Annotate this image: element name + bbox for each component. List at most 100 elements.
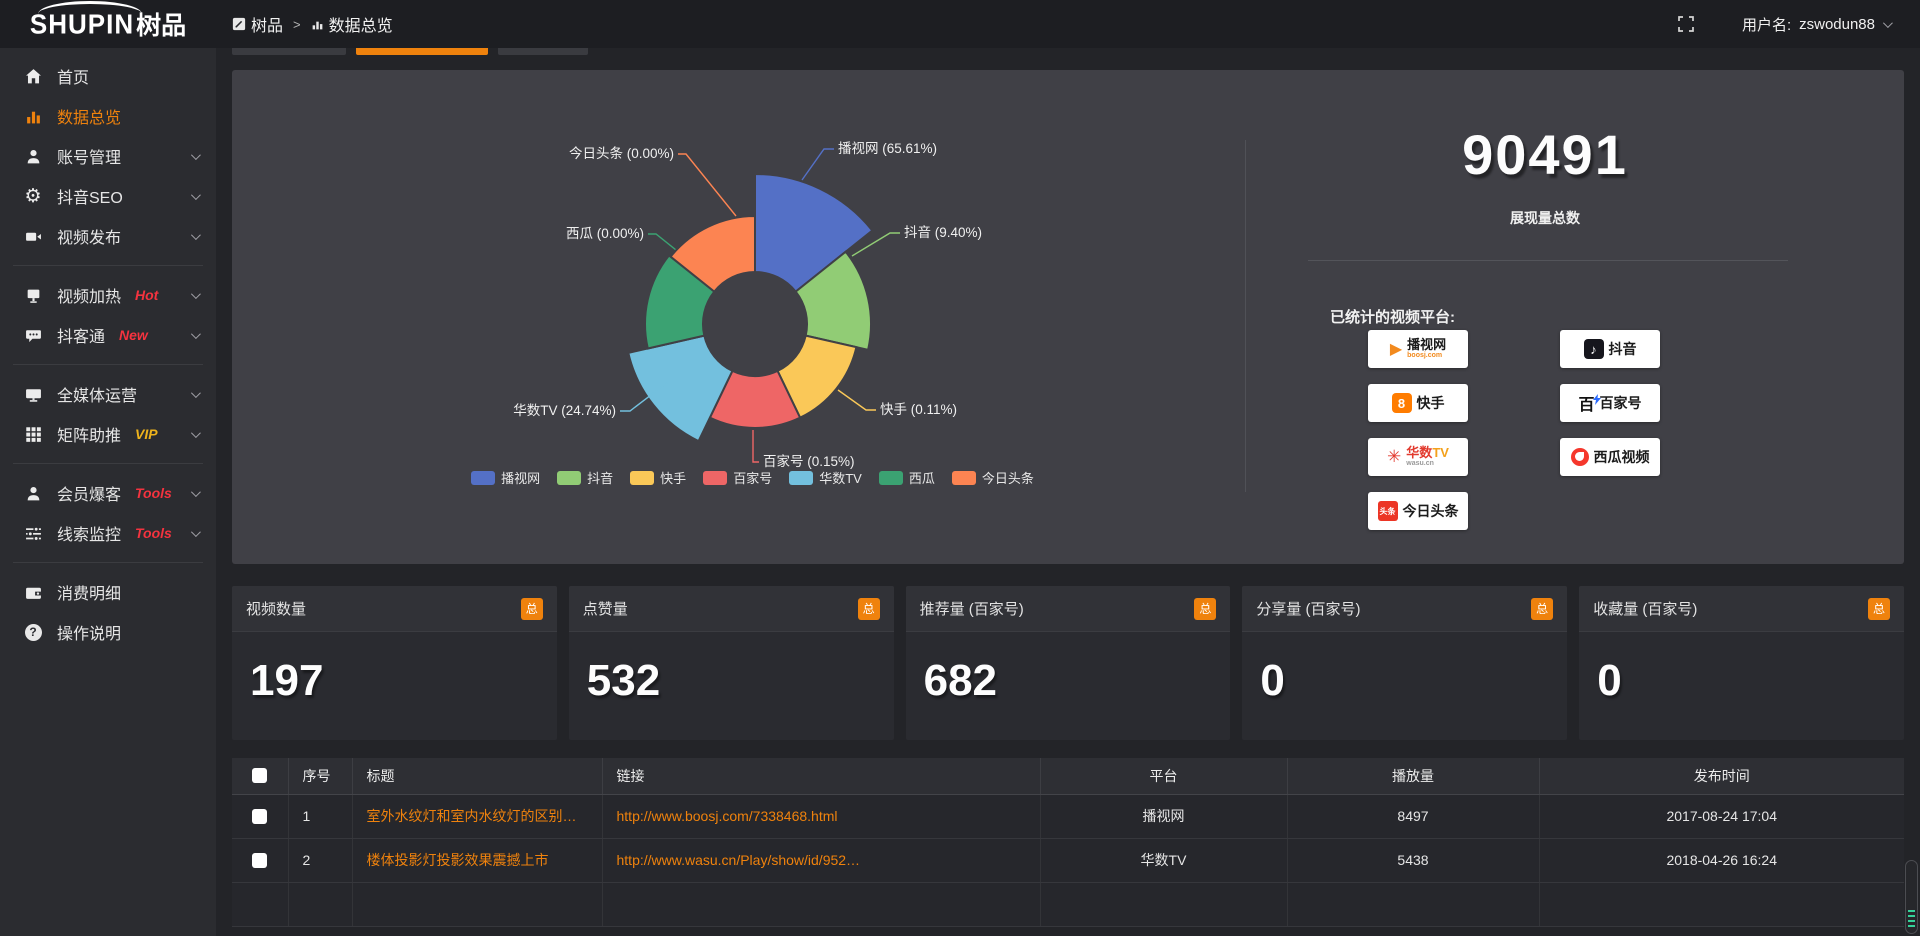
sidebar-divider	[13, 562, 203, 563]
platform-badge-douyin: ♪ 抖音	[1560, 330, 1660, 368]
sidebar-item-operation-help[interactable]: ? 操作说明	[0, 612, 216, 652]
chart-bars-icon	[26, 111, 40, 123]
legend-item-2[interactable]: 快手	[630, 468, 686, 487]
stat-card-value: 532	[586, 656, 661, 705]
select-all-checkbox[interactable]	[252, 768, 268, 784]
table-row-2: 2 楼体投影灯投影效果震撼上市 http://www.wasu.cn/Play/sh…	[232, 838, 1904, 883]
sidebar-item-data-overview[interactable]: 数据总览	[0, 96, 216, 136]
scroll-widget[interactable]	[1905, 860, 1918, 934]
wasu-logo-icon: ✳	[1387, 447, 1402, 466]
cell-title-link[interactable]: 楼体投影灯投影效果震撼上市	[352, 838, 603, 883]
legend-item-0[interactable]: 播视网	[471, 468, 540, 487]
summary-divider	[1308, 260, 1788, 261]
total-badge: 总	[1531, 597, 1554, 620]
sidebar-item-member-baoke[interactable]: 会员爆客 Tools	[0, 473, 216, 513]
chevron-down-icon	[190, 486, 201, 497]
cell-url-link[interactable]: http://www.wasu.cn/Play/show/id/952…	[602, 838, 1041, 883]
legend-swatch	[630, 470, 655, 485]
breadcrumb-home[interactable]: 树品	[232, 12, 283, 36]
legend-item-5[interactable]: 西瓜	[878, 468, 935, 487]
chevron-down-icon	[190, 387, 201, 398]
col-header-2: 链接	[602, 758, 1041, 795]
legend-item-4[interactable]: 华数TV	[789, 468, 862, 487]
pie-label-5: 西瓜 (0.00%)	[566, 226, 644, 241]
platform-badge-xigua: 西瓜视频	[1560, 438, 1660, 476]
pie-label-line-0	[801, 148, 834, 181]
chevron-down-icon	[190, 427, 201, 438]
sidebar-item-label: 操作说明	[57, 626, 122, 643]
stat-card-0: 视频数量 总 197	[232, 586, 557, 740]
video-camera-icon	[25, 232, 41, 241]
sidebar-item-account-manage[interactable]: 账号管理	[0, 136, 216, 176]
sidebar-item-home[interactable]: 首页	[0, 56, 216, 96]
sidebar: 首页 数据总览 账号管理 ⚙ 抖音SEO 视频发布视频加热 Hot 抖客通 New 全媒体运营 矩阵…	[0, 48, 216, 936]
legend-swatch	[951, 470, 976, 485]
user-menu[interactable]: 用户名: zswodun88	[1741, 14, 1893, 35]
stat-card-value: 0	[1597, 656, 1622, 705]
stat-card-4: 收藏量 (百家号) 总 0	[1579, 586, 1904, 740]
platform-badge-kuaishou: 8 快手	[1368, 384, 1468, 422]
pie-label-4: 华数TV (24.74%)	[513, 403, 616, 418]
sidebar-item-douyin-seo[interactable]: ⚙ 抖音SEO	[0, 176, 216, 216]
cell-url-link[interactable]: http://www.boosj.com/7338468.html	[602, 794, 1041, 839]
top-bar: SHUPIN 树品 树品 > 数据总览 用户名: zswodun88	[0, 0, 1920, 48]
username-label: 用户名:	[1741, 16, 1792, 34]
breadcrumb-current[interactable]: 数据总览	[311, 12, 393, 36]
legend-item-3[interactable]: 百家号	[703, 468, 772, 487]
legend-swatch	[789, 470, 814, 485]
platform-badges-left: ▶ 播视网 boosj.com 8 快手 ✳ 华数TV wasu.cn 头条 今日头条	[1368, 330, 1468, 530]
pie-slice-4[interactable]	[627, 334, 734, 443]
col-header-0: 序号	[288, 758, 353, 795]
sidebar-item-video-heat[interactable]: 视频加热 Hot	[0, 275, 216, 315]
app-logo: SHUPIN 树品	[0, 0, 216, 48]
main-content: 抖音seo数据全媒体运营数据询盘数据 播视网 (65.61%)抖音 (9.40%…	[216, 0, 1920, 927]
logo-text-en: SHUPIN	[29, 7, 135, 40]
toutiao-logo-icon: 头条	[1377, 501, 1398, 521]
pie-chart-area: 播视网 (65.61%) 抖音 (9.40%) 快手 (0.11%) 百家号 (0.1…	[232, 70, 1245, 564]
total-impressions-value: 90491	[1462, 123, 1628, 186]
fullscreen-icon[interactable]	[1678, 16, 1694, 32]
cell-title-link[interactable]: 室外水纹灯和室内水纹灯的区别和简介	[352, 794, 603, 839]
sidebar-item-label: 会员爆客	[57, 487, 122, 504]
pie-slice-6[interactable]	[669, 214, 756, 294]
stat-card-title: 推荐量 (百家号)	[919, 601, 1024, 618]
home-icon	[25, 68, 41, 83]
breadcrumb-separator: >	[293, 16, 301, 32]
sidebar-item-video-publish[interactable]: 视频发布	[0, 216, 216, 256]
platform-badge-boosj: ▶ 播视网 boosj.com	[1368, 330, 1468, 368]
sidebar-item-matrix-boost[interactable]: 矩阵助推 VIP	[0, 414, 216, 454]
stat-card-title: 视频数量	[246, 601, 307, 618]
sidebar-item-badge: VIP	[135, 426, 158, 442]
total-badge: 总	[520, 597, 543, 620]
sidebar-item-media-ops[interactable]: 全媒体运营	[0, 374, 216, 414]
chevron-down-icon	[190, 149, 201, 160]
legend-item-6[interactable]: 今日头条	[951, 468, 1034, 487]
wallet-icon	[25, 587, 41, 599]
row-checkbox[interactable]	[252, 808, 268, 824]
chevron-down-icon	[190, 189, 201, 200]
person-icon	[27, 486, 39, 500]
legend-swatch	[703, 470, 728, 485]
legend-item-1[interactable]: 抖音	[557, 468, 613, 487]
chevron-down-icon	[190, 288, 201, 299]
sidebar-item-clue-monitor[interactable]: 线索监控 Tools	[0, 513, 216, 553]
col-header-1: 标题	[352, 758, 603, 795]
boosj-logo-icon: ▶	[1389, 341, 1403, 358]
pie-legend: 播视网 抖音 快手 百家号 华数TV 西瓜 今日头条	[246, 468, 1259, 487]
total-badge: 总	[1194, 597, 1217, 620]
legend-swatch	[557, 470, 582, 485]
stat-card-title: 收藏量 (百家号)	[1593, 601, 1698, 618]
pie-slice-0[interactable]	[754, 172, 874, 294]
stat-card-2: 推荐量 (百家号) 总 682	[905, 586, 1231, 740]
row-checkbox[interactable]	[252, 852, 268, 868]
sidebar-item-consume-detail[interactable]: 消费明细	[0, 572, 216, 612]
stat-cards: 视频数量总 197 点赞量总 532 推荐量 (百家号) 总 682 分享量 (百家号) 总 0 收…	[232, 586, 1904, 740]
sidebar-item-label: 线索监控	[57, 527, 122, 544]
sidebar-item-label: 消费明细	[57, 586, 122, 603]
pie-slice-1[interactable]	[794, 250, 873, 351]
platform-badge-wasu: ✳ 华数TV wasu.cn	[1368, 438, 1468, 476]
logo-arc	[38, 1, 142, 27]
pie-label-2: 快手 (0.11%)	[880, 402, 957, 417]
cell-time: 2018-04-26 16:24	[1539, 838, 1904, 883]
sidebar-item-doukertong[interactable]: 抖客通 New	[0, 315, 216, 355]
